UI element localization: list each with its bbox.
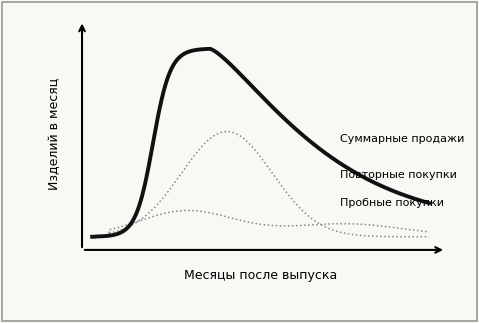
Text: Пробные покупки: Пробные покупки — [340, 198, 444, 208]
Text: Месяцы после выпуска: Месяцы после выпуска — [184, 269, 337, 282]
Text: Повторные покупки: Повторные покупки — [340, 170, 456, 180]
Text: Суммарные продажи: Суммарные продажи — [340, 134, 464, 144]
Text: Изделий в месяц: Изделий в месяц — [48, 77, 62, 190]
